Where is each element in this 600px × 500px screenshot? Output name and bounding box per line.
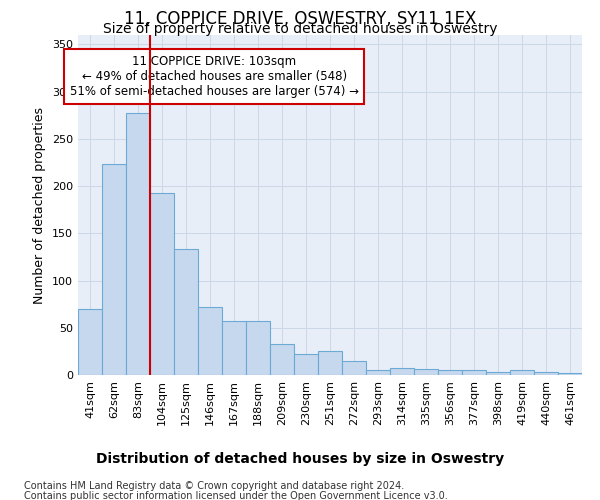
- Bar: [438, 370, 462, 375]
- Bar: [294, 354, 318, 375]
- Bar: [486, 372, 510, 375]
- Bar: [558, 373, 582, 375]
- Bar: [366, 370, 390, 375]
- Bar: [222, 321, 246, 375]
- Text: Contains public sector information licensed under the Open Government Licence v3: Contains public sector information licen…: [24, 491, 448, 500]
- Bar: [102, 164, 126, 375]
- Text: Distribution of detached houses by size in Oswestry: Distribution of detached houses by size …: [96, 452, 504, 466]
- Bar: [198, 307, 222, 375]
- Bar: [150, 192, 174, 375]
- Bar: [342, 361, 366, 375]
- Bar: [174, 250, 198, 375]
- Bar: [270, 344, 294, 375]
- Bar: [126, 114, 150, 375]
- Bar: [246, 321, 270, 375]
- Text: 11 COPPICE DRIVE: 103sqm
← 49% of detached houses are smaller (548)
51% of semi-: 11 COPPICE DRIVE: 103sqm ← 49% of detach…: [70, 56, 359, 98]
- Text: 11, COPPICE DRIVE, OSWESTRY, SY11 1EX: 11, COPPICE DRIVE, OSWESTRY, SY11 1EX: [124, 10, 476, 28]
- Bar: [510, 370, 534, 375]
- Y-axis label: Number of detached properties: Number of detached properties: [34, 106, 46, 304]
- Text: Size of property relative to detached houses in Oswestry: Size of property relative to detached ho…: [103, 22, 497, 36]
- Bar: [462, 370, 486, 375]
- Bar: [390, 368, 414, 375]
- Bar: [534, 372, 558, 375]
- Bar: [318, 352, 342, 375]
- Text: Contains HM Land Registry data © Crown copyright and database right 2024.: Contains HM Land Registry data © Crown c…: [24, 481, 404, 491]
- Bar: [78, 309, 102, 375]
- Bar: [414, 370, 438, 375]
